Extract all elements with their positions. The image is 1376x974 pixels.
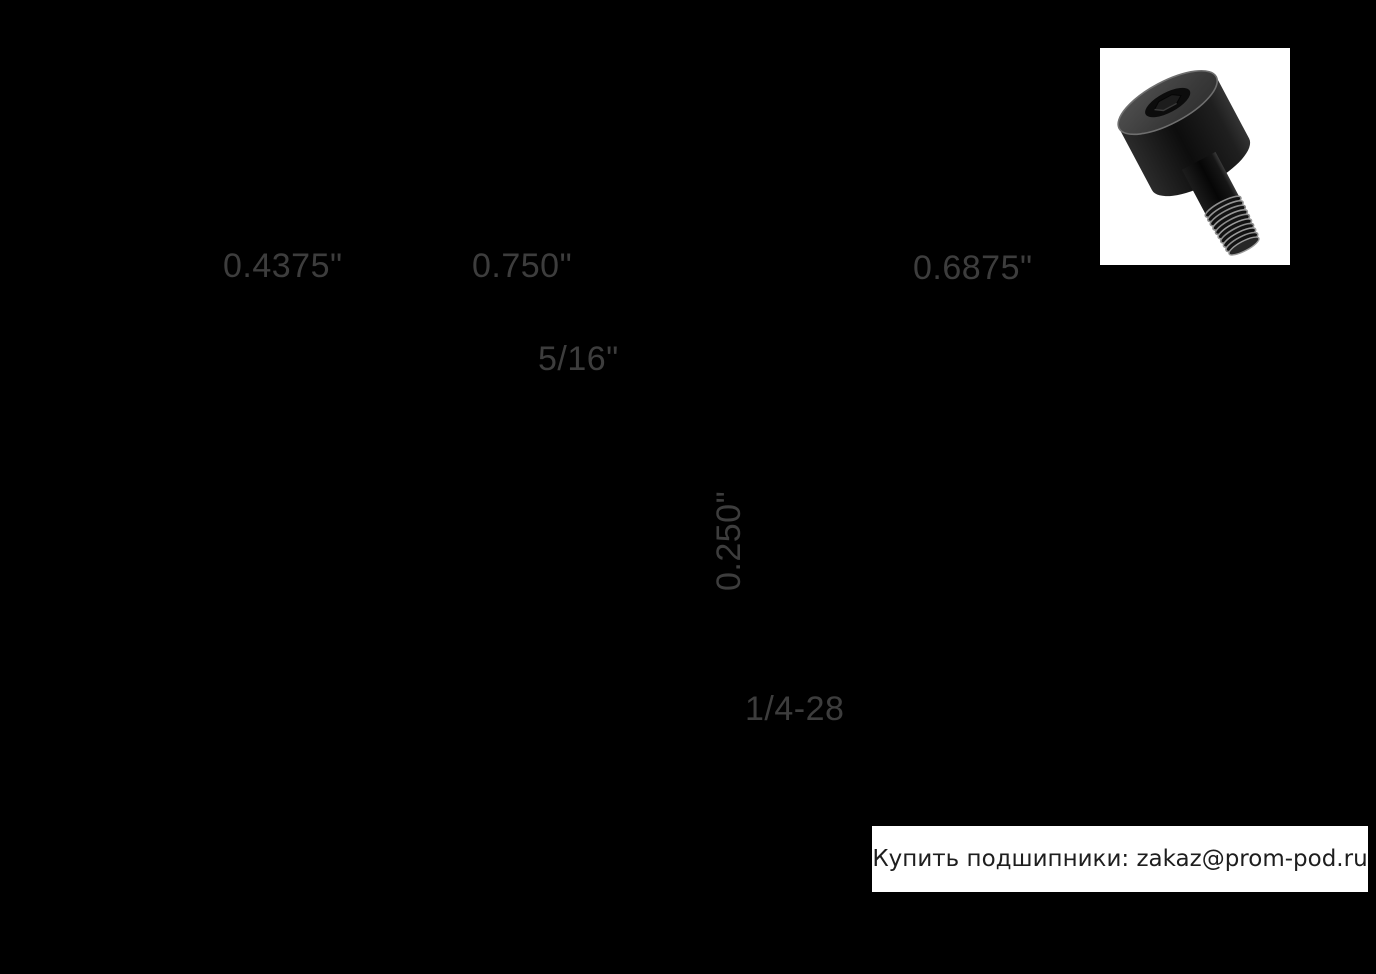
dimension-label-0-750: 0.750" [472,247,573,285]
contact-banner: Купить подшипники: zakaz@prom-pod.ru [872,826,1368,892]
contact-banner-text: Купить подшипники: zakaz@prom-pod.ru [872,846,1368,872]
dimension-label-0-6875: 0.6875" [913,249,1033,287]
dimension-label-0-4375: 0.4375" [223,247,343,285]
thread-spec-label: 1/4-28 [745,690,845,728]
dimension-label-0-250-vertical: 0.250" [710,490,748,591]
dimension-label-5-16: 5/16" [538,340,619,378]
product-photo-panel [1100,48,1290,265]
cam-follower-bearing-image [1117,69,1260,256]
